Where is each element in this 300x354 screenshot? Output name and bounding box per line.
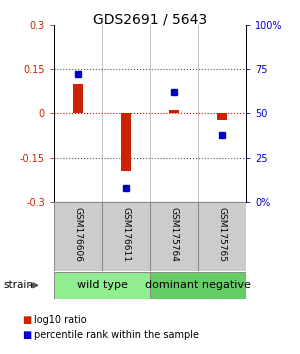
Bar [198, 202, 246, 271]
Text: GSM175764: GSM175764 [169, 207, 178, 262]
Text: GDS2691 / 5643: GDS2691 / 5643 [93, 12, 207, 27]
Text: GSM175765: GSM175765 [218, 207, 226, 262]
Text: ■: ■ [22, 315, 32, 325]
Text: dominant negative: dominant negative [145, 280, 251, 290]
Text: GSM176611: GSM176611 [122, 207, 130, 262]
Text: GSM176606: GSM176606 [74, 207, 82, 262]
Text: log10 ratio: log10 ratio [34, 315, 87, 325]
Bar [102, 202, 150, 271]
Text: strain: strain [3, 280, 33, 290]
Bar [73, 84, 83, 113]
Bar [54, 272, 150, 299]
Bar [169, 110, 179, 113]
Bar [54, 202, 102, 271]
Bar [121, 113, 131, 171]
Text: percentile rank within the sample: percentile rank within the sample [34, 330, 200, 339]
Text: wild type: wild type [76, 280, 128, 290]
Bar [150, 272, 246, 299]
Text: ■: ■ [22, 330, 32, 339]
Bar [217, 113, 227, 120]
Bar [150, 202, 198, 271]
